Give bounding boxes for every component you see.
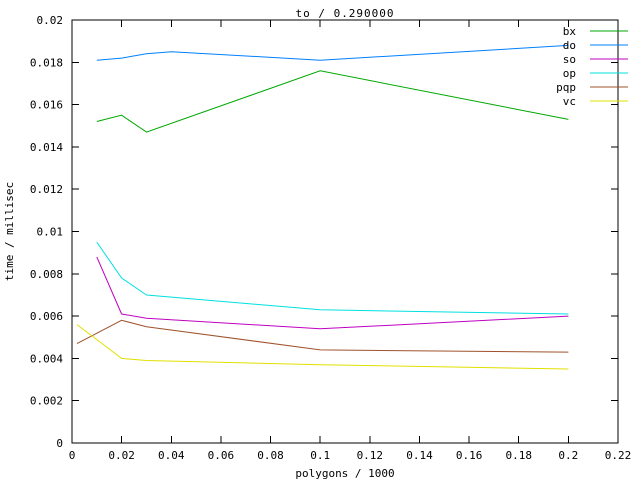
chart-title: to / 0.290000 [295, 7, 394, 20]
x-tick-label: 0.12 [357, 449, 384, 462]
x-tick-label: 0.1 [310, 449, 330, 462]
series-line-so [96, 256, 569, 330]
y-tick-label: 0.02 [37, 14, 64, 27]
x-tick-label: 0.18 [505, 449, 532, 462]
x-tick-label: 0.04 [158, 449, 185, 462]
x-tick-label: 0 [69, 449, 76, 462]
y-tick-label: 0.004 [30, 352, 63, 365]
series-line-bx [96, 70, 569, 133]
y-tick-label: 0.002 [30, 395, 63, 408]
y-tick-label: 0.016 [30, 99, 63, 112]
y-axis-label: time / millisec [3, 182, 16, 281]
x-tick-label: 0.08 [257, 449, 284, 462]
series-line-pqp [76, 319, 569, 353]
series-line-do [96, 44, 569, 61]
y-tick-label: 0.014 [30, 141, 63, 154]
series-line-vc [76, 324, 569, 370]
legend-label-pqp: pqp [556, 81, 576, 94]
y-tick-label: 0.012 [30, 183, 63, 196]
x-tick-label: 0.22 [605, 449, 632, 462]
series-line-op [96, 241, 569, 315]
y-tick-label: 0 [56, 437, 63, 450]
legend-label-so: so [563, 53, 576, 66]
y-tick-label: 0.006 [30, 310, 63, 323]
x-tick-label: 0.02 [108, 449, 135, 462]
y-tick-label: 0.01 [37, 226, 64, 239]
x-tick-label: 0.06 [208, 449, 235, 462]
legend-label-do: do [563, 39, 576, 52]
x-tick-label: 0.16 [456, 449, 483, 462]
legend-label-bx: bx [563, 25, 577, 38]
legend-label-vc: vc [563, 95, 576, 108]
x-axis-label: polygons / 1000 [295, 467, 394, 480]
legend-label-op: op [563, 67, 576, 80]
x-tick-label: 0.14 [406, 449, 433, 462]
x-tick-label: 0.2 [558, 449, 578, 462]
y-tick-label: 0.008 [30, 268, 63, 281]
y-tick-label: 0.018 [30, 56, 63, 69]
